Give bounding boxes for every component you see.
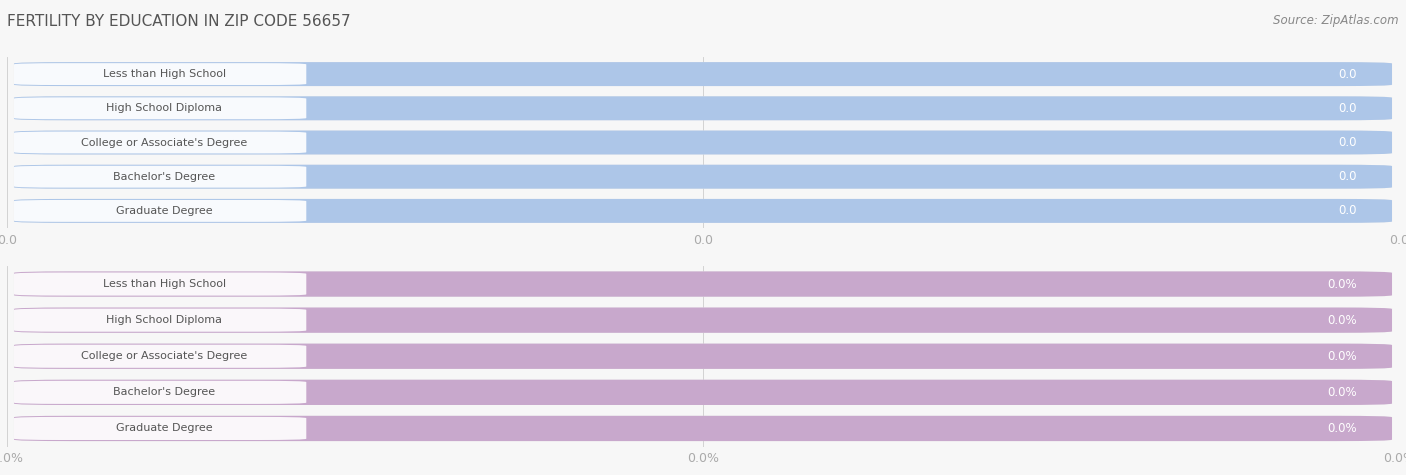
Text: Source: ZipAtlas.com: Source: ZipAtlas.com — [1274, 14, 1399, 27]
FancyBboxPatch shape — [14, 62, 1392, 86]
Text: High School Diploma: High School Diploma — [107, 315, 222, 325]
FancyBboxPatch shape — [14, 380, 1392, 405]
FancyBboxPatch shape — [14, 343, 1392, 369]
FancyBboxPatch shape — [14, 309, 307, 332]
Text: Less than High School: Less than High School — [103, 69, 226, 79]
FancyBboxPatch shape — [14, 96, 1392, 120]
FancyBboxPatch shape — [14, 132, 307, 153]
FancyBboxPatch shape — [14, 97, 307, 119]
FancyBboxPatch shape — [14, 343, 1392, 369]
Text: 0.0: 0.0 — [1339, 67, 1357, 81]
FancyBboxPatch shape — [14, 381, 307, 404]
FancyBboxPatch shape — [14, 199, 1392, 223]
FancyBboxPatch shape — [14, 380, 1392, 405]
Text: Bachelor's Degree: Bachelor's Degree — [114, 171, 215, 182]
FancyBboxPatch shape — [14, 271, 1392, 297]
Text: 0.0%: 0.0% — [1327, 277, 1357, 291]
Text: Bachelor's Degree: Bachelor's Degree — [114, 387, 215, 398]
FancyBboxPatch shape — [14, 345, 307, 368]
FancyBboxPatch shape — [14, 165, 1392, 189]
Text: 0.0: 0.0 — [1339, 170, 1357, 183]
Text: FERTILITY BY EDUCATION IN ZIP CODE 56657: FERTILITY BY EDUCATION IN ZIP CODE 56657 — [7, 14, 350, 29]
FancyBboxPatch shape — [14, 307, 1392, 333]
Text: 0.0: 0.0 — [1339, 136, 1357, 149]
FancyBboxPatch shape — [14, 416, 1392, 441]
FancyBboxPatch shape — [14, 273, 307, 295]
Text: Graduate Degree: Graduate Degree — [117, 206, 212, 216]
FancyBboxPatch shape — [14, 416, 1392, 441]
Text: College or Associate's Degree: College or Associate's Degree — [82, 137, 247, 148]
FancyBboxPatch shape — [14, 307, 1392, 333]
Text: College or Associate's Degree: College or Associate's Degree — [82, 351, 247, 361]
Text: Graduate Degree: Graduate Degree — [117, 423, 212, 434]
FancyBboxPatch shape — [14, 131, 1392, 154]
Text: High School Diploma: High School Diploma — [107, 103, 222, 114]
FancyBboxPatch shape — [14, 271, 1392, 297]
FancyBboxPatch shape — [14, 63, 307, 85]
Text: 0.0%: 0.0% — [1327, 350, 1357, 363]
Text: 0.0%: 0.0% — [1327, 314, 1357, 327]
Text: 0.0: 0.0 — [1339, 204, 1357, 218]
Text: 0.0%: 0.0% — [1327, 422, 1357, 435]
FancyBboxPatch shape — [14, 62, 1392, 86]
Text: 0.0%: 0.0% — [1327, 386, 1357, 399]
FancyBboxPatch shape — [14, 96, 1392, 120]
FancyBboxPatch shape — [14, 165, 1392, 189]
FancyBboxPatch shape — [14, 166, 307, 188]
FancyBboxPatch shape — [14, 199, 1392, 223]
Text: 0.0: 0.0 — [1339, 102, 1357, 115]
FancyBboxPatch shape — [14, 131, 1392, 154]
Text: Less than High School: Less than High School — [103, 279, 226, 289]
FancyBboxPatch shape — [14, 417, 307, 440]
FancyBboxPatch shape — [14, 200, 307, 222]
